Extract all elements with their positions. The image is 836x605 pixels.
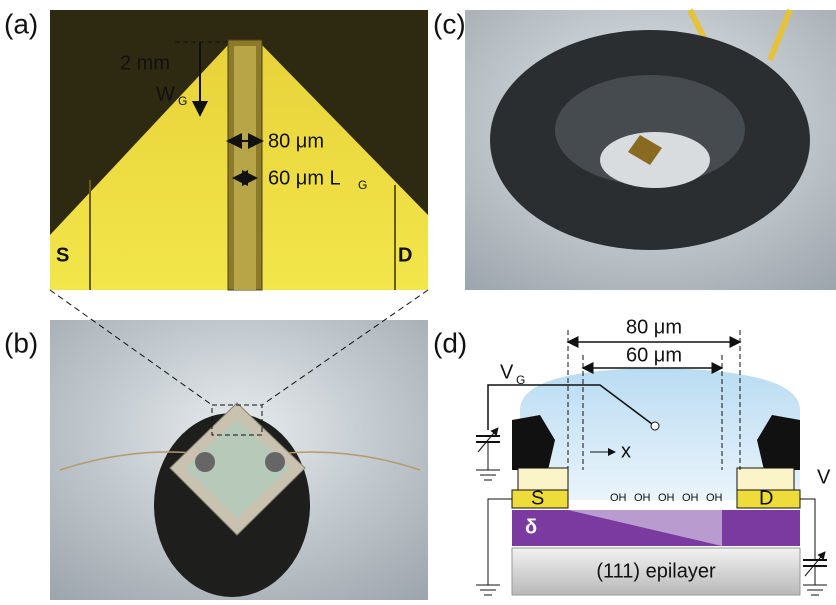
dimension-lines [476, 330, 827, 596]
gate-electrode [512, 415, 555, 470]
hydroxyl-group: OH OH OH OH OH [610, 492, 723, 504]
source-label: S [531, 487, 544, 509]
delta-label: δ [525, 516, 537, 538]
source-label: S [56, 244, 69, 266]
depletion [568, 510, 722, 546]
hydroxyl-label: OH [682, 492, 699, 504]
zoom-box [211, 404, 263, 436]
ground [476, 584, 500, 596]
scale-label: 2 mm [120, 52, 170, 74]
panel-b: (b) [4, 289, 429, 600]
contact [265, 452, 285, 472]
dim-inner: 60 μm [626, 344, 682, 366]
axis-label: x [621, 440, 631, 462]
reference-electrode [650, 421, 660, 431]
ground [803, 566, 827, 596]
panel-label: (b) [4, 327, 38, 358]
gate-sub: G [516, 373, 525, 387]
substrate-label: (111) epilayer [596, 560, 716, 582]
gap-inner-sub: G [358, 178, 367, 192]
variable-arrow [804, 551, 826, 577]
gate-electrode [757, 415, 800, 470]
gap-outer: 80 μm [268, 130, 324, 152]
chip [628, 135, 662, 165]
ground [476, 469, 500, 481]
hydroxyl-label: OH [610, 492, 627, 504]
gate-electrode-left [50, 45, 228, 290]
drain-symbol: V [817, 466, 831, 488]
chip-surface [185, 420, 290, 518]
drain-label: D [759, 487, 773, 509]
width-symbol: W [156, 83, 175, 105]
wire [487, 498, 512, 585]
panel-a: (a) 2 mm W G 80 μm 60 μm L G S D [4, 8, 428, 291]
zoom-line [49, 289, 213, 406]
dim-outer: 80 μm [626, 316, 682, 338]
contact [195, 452, 215, 472]
panel-label: (c) [433, 8, 466, 39]
hydroxyl-label: OH [658, 492, 675, 504]
gap-inner: 60 μm L [268, 167, 341, 189]
gate-electrode-right [262, 45, 428, 290]
panel-label: (d) [433, 327, 467, 358]
channel-inner [234, 46, 256, 290]
gate-wire [487, 384, 653, 430]
well [600, 132, 710, 188]
panel-c: (c) [433, 8, 836, 290]
variable-arrow [477, 427, 499, 453]
panel-label: (a) [4, 8, 38, 39]
substrate [511, 547, 801, 596]
hydroxyl-label: OH [634, 492, 651, 504]
zoom-line [261, 289, 429, 406]
panel-d: (d) 80 μm 60 μm V G x OH OH OH OH OH S D δ (… [433, 316, 831, 596]
width-sub: G [178, 94, 187, 108]
wire [800, 498, 816, 560]
hydroxyl-label: OH [706, 492, 723, 504]
gate-symbol: V [500, 361, 514, 383]
drain-label: D [398, 244, 412, 266]
electrolyte [520, 368, 800, 500]
